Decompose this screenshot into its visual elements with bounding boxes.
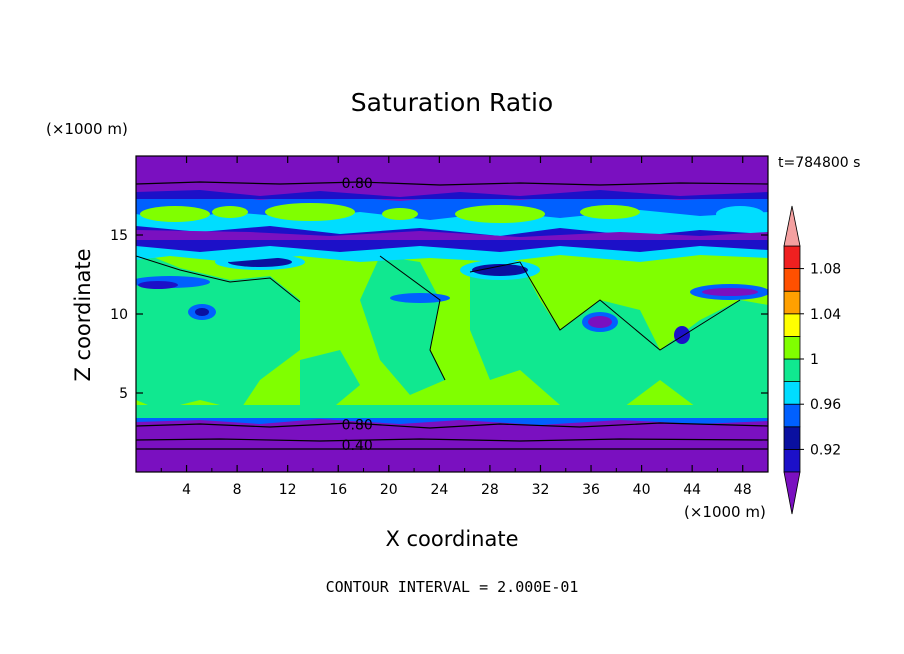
blue-spot (390, 293, 450, 303)
green-lens (140, 206, 210, 222)
green-lens (265, 203, 355, 221)
blue-spot (138, 281, 178, 289)
time-label: t=784800 s (778, 155, 861, 171)
teal-region (136, 250, 300, 410)
x-tick-label: 16 (329, 482, 347, 498)
y-axis-unit: (×1000 m) (46, 120, 128, 138)
colorbar-box (783, 290, 801, 315)
x-tick-label: 40 (633, 482, 651, 498)
y-axis-ticks: 5 10 15 (110, 228, 768, 402)
colorbar-high-arrow (783, 205, 801, 247)
colorbar-box (783, 313, 801, 337)
contour-interval-note: CONTOUR INTERVAL = 2.000E-01 (325, 578, 579, 596)
colorbar-box (783, 403, 801, 428)
colorbar-tick-label: 1 (810, 352, 819, 368)
blue-spot (674, 326, 690, 344)
upper-moist-band (136, 230, 768, 240)
contour-labels: 0.80 0.80 0.40 (342, 176, 373, 454)
colorbar-box (783, 358, 801, 383)
contour-line (136, 255, 741, 381)
colorbar-tick-label: 0.92 (810, 442, 841, 458)
y-tick-label: 5 (119, 386, 128, 402)
colorbar-box (783, 245, 801, 270)
cyan-lens (716, 206, 764, 222)
teal-region (136, 405, 768, 420)
blue-spot (195, 308, 209, 316)
teal-region (470, 262, 768, 410)
colorbar-box (783, 268, 801, 292)
colorbar-box (783, 426, 801, 450)
purple-spot (588, 316, 612, 328)
teal-region (360, 256, 445, 395)
x-axis-unit: (×1000 m) (684, 503, 766, 521)
contour-label: 0.80 (342, 176, 373, 192)
colorbar-box (783, 448, 801, 473)
x-tick-label: 32 (532, 482, 550, 498)
contour-line (136, 181, 768, 186)
x-tick-label: 36 (582, 482, 600, 498)
contour-label: 0.80 (342, 418, 373, 434)
colorbar-tick-label: 1.08 (810, 262, 841, 278)
x-tick-label: 12 (279, 482, 297, 498)
green-lens (212, 206, 248, 218)
x-axis-ticks: 4 8 12 16 20 24 28 32 36 40 44 48 (160, 156, 752, 498)
green-lens (580, 205, 640, 219)
teal-region (300, 350, 360, 410)
x-tick-label: 44 (683, 482, 701, 498)
x-tick-label: 4 (182, 482, 191, 498)
green-lens (382, 208, 418, 220)
contour-line (136, 438, 768, 442)
x-tick-label: 48 (734, 482, 752, 498)
blue-spot (472, 264, 528, 276)
colorbar-tick-label: 1.04 (810, 307, 841, 323)
green-lens (455, 205, 545, 223)
y-tick-label: 15 (110, 228, 128, 244)
bottom-dry-layer (136, 419, 768, 472)
x-tick-label: 28 (481, 482, 499, 498)
colorbar-box (783, 381, 801, 405)
colorbar: 0.92 0.96 1 1.04 1.08 (783, 205, 841, 515)
x-axis-label: X coordinate (385, 527, 519, 551)
colorbar-low-arrow (783, 471, 801, 515)
contour-label: 0.40 (342, 438, 373, 454)
x-tick-label: 24 (430, 482, 448, 498)
blue-spot (702, 288, 758, 296)
x-tick-label: 8 (233, 482, 242, 498)
x-tick-label: 20 (380, 482, 398, 498)
y-tick-label: 10 (110, 307, 128, 323)
colorbar-box (783, 335, 801, 360)
top-dry-layer (136, 190, 768, 199)
contour-line (136, 422, 768, 429)
chart-title: Saturation Ratio (350, 88, 554, 117)
contour-field (136, 156, 768, 472)
top-dry-layer (136, 156, 768, 201)
colorbar-tick-label: 0.96 (810, 397, 841, 413)
